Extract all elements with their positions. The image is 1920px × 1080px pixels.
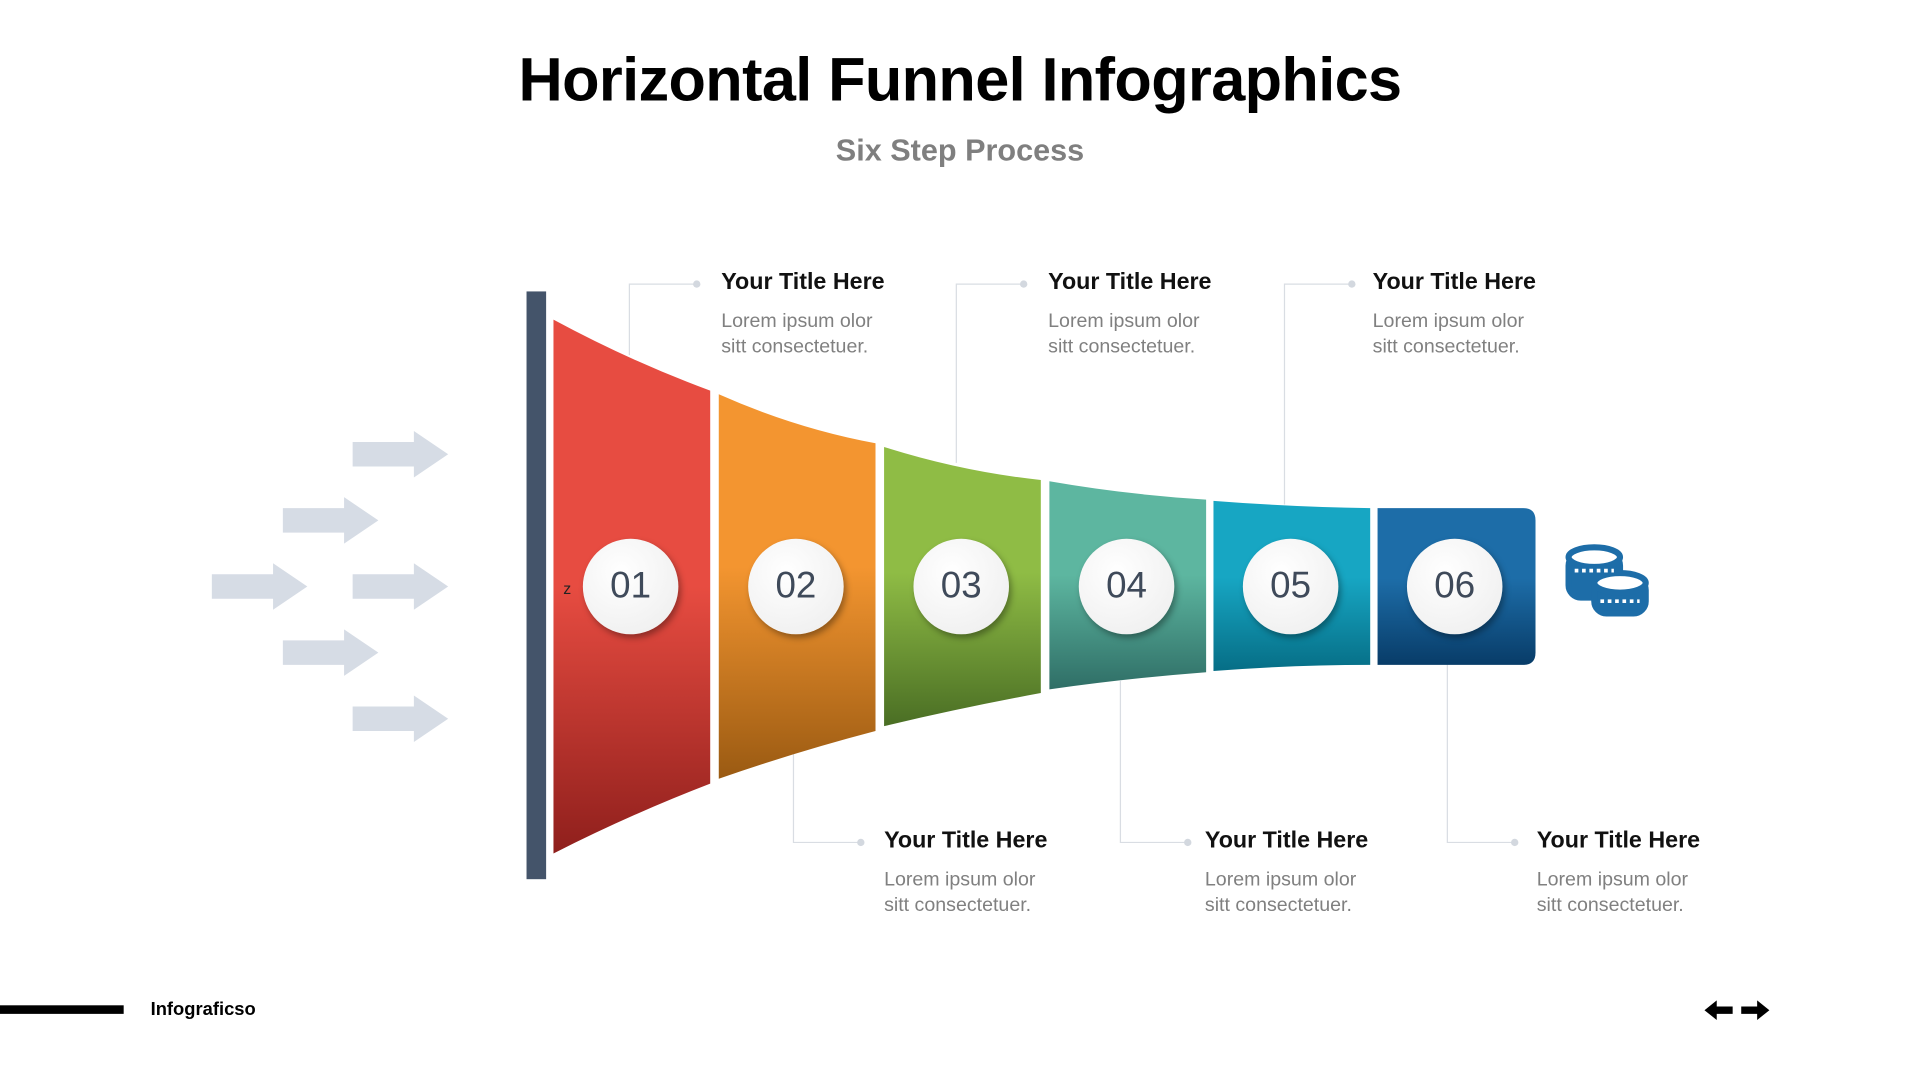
funnel-mouth-bar bbox=[526, 291, 547, 880]
step-desc: Lorem ipsum olor bbox=[1204, 869, 1357, 891]
arrow-right-icon bbox=[352, 563, 449, 610]
step-label-6: Your Title Here Lorem ipsum olor sitt con… bbox=[1537, 828, 1782, 919]
step-title: Your Title Here bbox=[884, 827, 1048, 854]
step-title: Your Title Here bbox=[1204, 827, 1369, 854]
step-label-5: Your Title Here Lorem ipsum olor sitt con… bbox=[1373, 269, 1618, 360]
coins-icon bbox=[1565, 544, 1649, 617]
arrow-right-icon bbox=[211, 563, 308, 610]
step-number-6: 06 bbox=[1406, 538, 1503, 635]
prev-next-arrows-icon[interactable] bbox=[1704, 1000, 1770, 1021]
input-arrows bbox=[211, 431, 449, 743]
step-desc: sitt consectetuer. bbox=[721, 336, 869, 358]
step-desc: sitt consectetuer. bbox=[884, 895, 1032, 916]
step-desc: Lorem ipsum olor bbox=[884, 869, 1036, 891]
step-title: Your Title Here bbox=[1048, 269, 1212, 296]
arrow-right-icon bbox=[352, 695, 449, 743]
footer-bar bbox=[0, 1005, 124, 1014]
step-label-4: Your Title Here Lorem ipsum olor sitt con… bbox=[1205, 828, 1450, 919]
step-desc: Lorem ipsum olor bbox=[1048, 311, 1200, 332]
step-number-3: 03 bbox=[913, 538, 1009, 635]
stray-letter: z bbox=[563, 579, 572, 598]
step-label-2: Your Title Here Lorem ipsum olor sitt con… bbox=[884, 828, 1129, 919]
step-title: Your Title Here bbox=[1536, 827, 1701, 854]
page-subtitle: Six Step Process bbox=[835, 133, 1085, 168]
footer-brand: Infograficso bbox=[150, 999, 256, 1021]
step-title: Your Title Here bbox=[721, 269, 885, 296]
step-label-3: Your Title Here Lorem ipsum olor sitt con… bbox=[1048, 269, 1293, 360]
step-number-1: 01 bbox=[582, 538, 679, 635]
step-number-4: 04 bbox=[1078, 538, 1175, 635]
step-desc: sitt consectetuer. bbox=[1536, 895, 1684, 916]
arrow-right-icon bbox=[282, 497, 379, 544]
step-desc: sitt consectetuer. bbox=[1372, 336, 1520, 358]
page-title: Horizontal Funnel Infographics bbox=[518, 45, 1402, 114]
step-desc: sitt consectetuer. bbox=[1204, 895, 1352, 916]
arrow-right-icon bbox=[352, 431, 449, 478]
step-label-1: Your Title Here Lorem ipsum olor sitt con… bbox=[721, 269, 966, 360]
connector-lines bbox=[628, 283, 1515, 844]
step-desc: Lorem ipsum olor bbox=[721, 311, 873, 332]
step-desc: Lorem ipsum olor bbox=[1372, 311, 1525, 332]
step-number-5: 05 bbox=[1242, 538, 1339, 635]
step-title: Your Title Here bbox=[1372, 269, 1536, 296]
step-number-2: 02 bbox=[748, 538, 844, 635]
step-desc: Lorem ipsum olor bbox=[1536, 869, 1689, 891]
connector-dots bbox=[693, 280, 1519, 847]
arrow-right-icon bbox=[282, 629, 379, 676]
step-desc: sitt consectetuer. bbox=[1048, 336, 1196, 358]
